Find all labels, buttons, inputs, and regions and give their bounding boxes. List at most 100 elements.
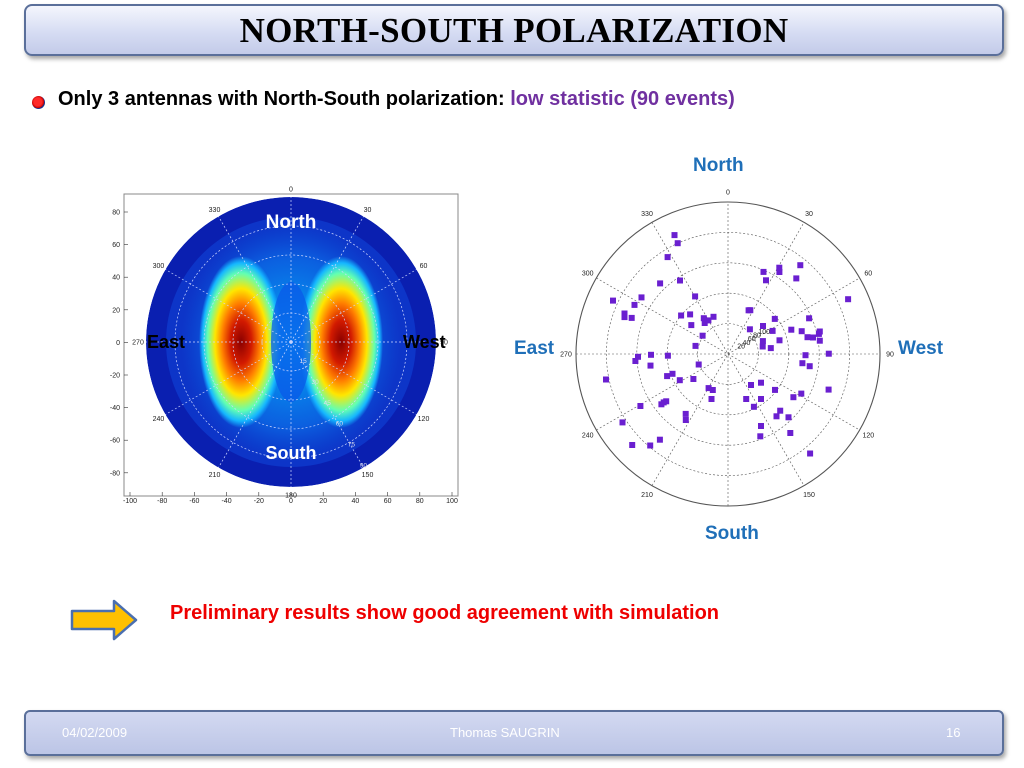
footer-date: 04/02/2009	[62, 725, 128, 740]
footer-bar: 04/02/2009 Thomas SAUGRIN 16	[24, 710, 1004, 756]
event-marker	[674, 240, 681, 247]
title-bar: NORTH-SOUTH POLARIZATION	[24, 4, 1004, 56]
event-marker	[682, 410, 689, 417]
right-angle-label: 240	[582, 433, 594, 440]
event-marker	[664, 254, 671, 261]
event-marker	[797, 262, 804, 269]
left-grid-spoke-300	[165, 269, 292, 343]
right-radial-label: 40	[743, 340, 751, 347]
event-marker	[664, 352, 671, 359]
event-marker	[647, 442, 654, 449]
right-grid-spoke-150	[651, 222, 805, 486]
event-marker	[760, 323, 766, 329]
left-angle-label: 60	[420, 263, 428, 270]
left-grid-spoke-60	[290, 269, 417, 343]
event-marker	[671, 232, 678, 239]
event-marker	[687, 311, 694, 318]
left-angle-label: 300	[153, 263, 165, 270]
right-angle-label: 90	[886, 352, 894, 359]
event-marker	[816, 337, 823, 344]
event-marker	[647, 362, 654, 369]
right-east-label: East	[514, 338, 555, 359]
left-grid-spoke-240	[165, 341, 292, 415]
event-marker	[701, 320, 708, 326]
right-radial-label: 20	[737, 343, 745, 350]
event-marker	[759, 343, 766, 350]
event-marker	[669, 370, 676, 377]
event-marker	[750, 403, 757, 410]
event-marker	[799, 360, 806, 367]
left-x-tick-label: -60	[189, 498, 199, 505]
bullet-highlight-text: low statistic (90 events)	[510, 88, 735, 110]
event-marker	[648, 351, 654, 358]
left-angle-label: 30	[364, 207, 372, 214]
left-angle-label: 330	[209, 207, 221, 214]
left-x-tick-label: 60	[384, 498, 392, 505]
event-marker	[760, 268, 767, 275]
left-east-label: East	[147, 332, 185, 352]
right-radial-label: 100	[758, 329, 770, 336]
right-north-label: North	[693, 155, 744, 176]
event-marker	[777, 407, 784, 414]
event-marker	[628, 314, 635, 321]
left-x-tick-label: 40	[352, 498, 360, 505]
event-marker	[776, 337, 783, 344]
event-marker	[757, 433, 764, 440]
left-radial-label: 45	[324, 400, 332, 407]
left-x-tick-label: 100	[446, 498, 458, 505]
right-radial-label: 80	[753, 333, 761, 340]
event-marker	[690, 376, 697, 382]
event-marker	[759, 338, 766, 345]
footer-author: Thomas SAUGRIN	[450, 725, 560, 740]
event-marker	[798, 328, 805, 335]
left-angle-label: 210	[209, 472, 221, 479]
left-west-label: West	[403, 332, 446, 352]
event-marker	[758, 396, 764, 402]
left-grid-ring-2	[203, 254, 379, 430]
left-x-tick-label: -100	[123, 498, 137, 505]
right-arrow-icon	[70, 599, 138, 641]
event-marker	[631, 301, 638, 308]
right-west-label: West	[898, 338, 944, 359]
left-x-tick-label: -40	[222, 498, 232, 505]
left-angle-label: 120	[418, 416, 430, 423]
event-marker	[678, 312, 685, 319]
left-radial-label: 60	[336, 421, 344, 428]
right-angle-label: 270	[560, 352, 572, 359]
event-marker	[816, 328, 823, 335]
left-x-tick-label: 20	[319, 498, 327, 505]
left-x-tick-label: 0	[289, 498, 293, 505]
left-grid-spoke-120	[290, 341, 417, 415]
event-marker	[769, 327, 776, 334]
event-marker	[810, 334, 816, 341]
right-radial-label: 60	[748, 336, 756, 343]
left-angle-label: 0	[289, 187, 293, 194]
right-angle-label: 330	[641, 211, 653, 218]
event-marker	[629, 442, 636, 448]
event-marker	[705, 385, 712, 392]
event-marker	[788, 326, 795, 333]
event-marker	[695, 361, 702, 368]
right-angle-label: 210	[641, 492, 653, 499]
event-marker	[657, 280, 664, 287]
left-y-tick-label: 80	[112, 210, 120, 217]
left-y-tick-label: -40	[110, 405, 120, 412]
event-marker	[745, 307, 752, 314]
left-grid-spoke-330	[218, 216, 292, 343]
right-angle-label: 30	[805, 211, 813, 218]
event-marker	[700, 315, 707, 322]
event-marker	[699, 332, 706, 339]
event-marker	[692, 293, 699, 300]
event-marker	[806, 363, 813, 370]
event-marker	[638, 294, 645, 301]
event-marker	[807, 450, 814, 457]
event-marker	[845, 296, 852, 303]
event-marker	[708, 396, 715, 402]
event-marker	[746, 326, 753, 333]
left-grid-spoke-150	[290, 341, 364, 468]
event-marker	[790, 394, 797, 401]
bullet-main-text: Only 3 antennas with North-South polariz…	[58, 88, 511, 110]
left-x-tick-label: 80	[416, 498, 424, 505]
left-angle-label: 90	[440, 340, 448, 347]
